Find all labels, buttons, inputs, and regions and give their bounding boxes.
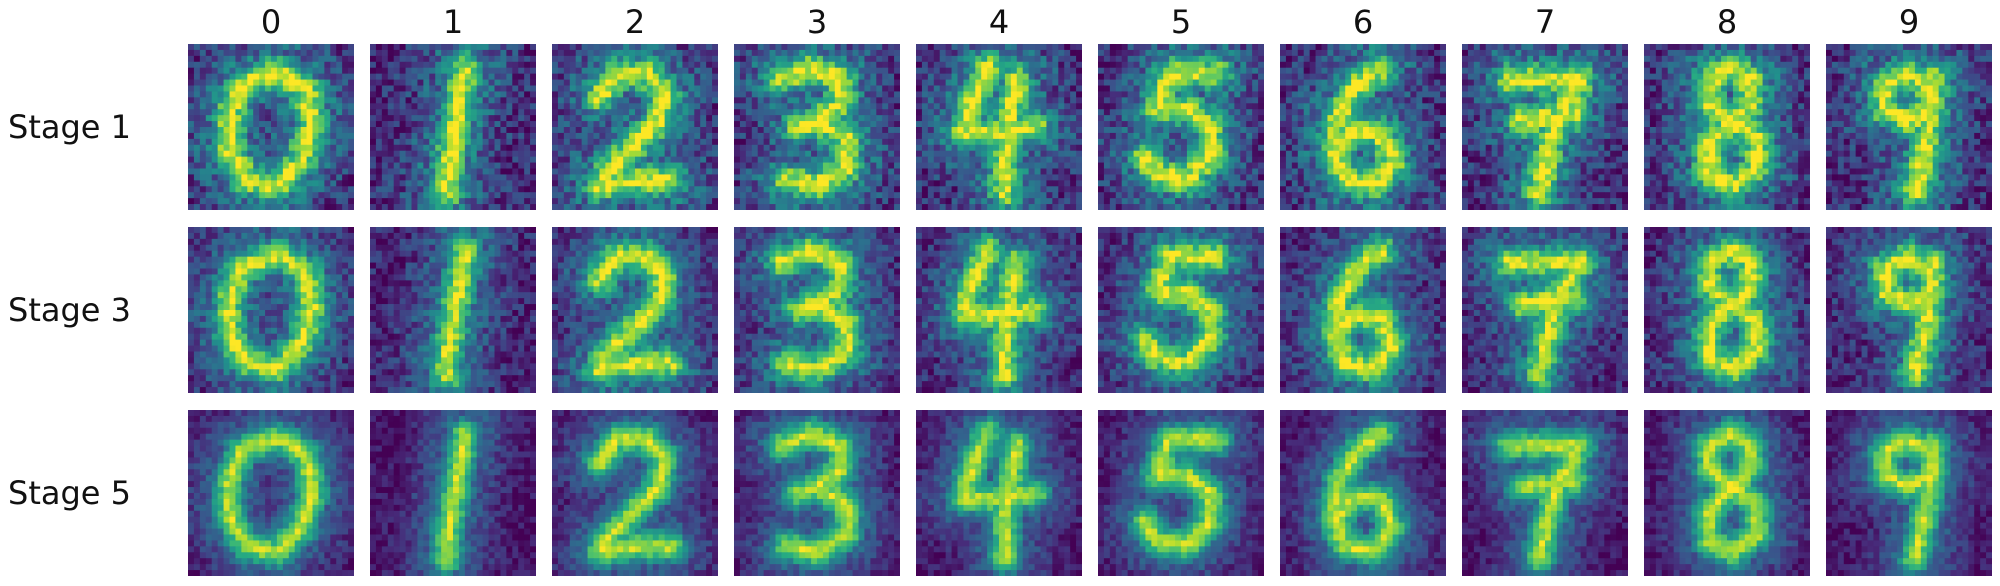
digit-image-stage-3-digit-8 <box>1644 227 1810 393</box>
digit-image-stage-1-digit-9 <box>1826 44 1992 210</box>
digit-image-stage-5-digit-0 <box>188 410 354 576</box>
digit-heatmap-8 <box>1644 410 1810 576</box>
digit-heatmap-2 <box>552 410 718 576</box>
digit-heatmap-3 <box>734 227 900 393</box>
row-label-stage-5: Stage 5 <box>8 471 178 515</box>
digit-image-stage-3-digit-7 <box>1462 227 1628 393</box>
column-label-5: 5 <box>1098 2 1264 42</box>
digit-heatmap-2 <box>552 44 718 210</box>
digit-heatmap-0 <box>188 44 354 210</box>
digit-image-stage-3-digit-3 <box>734 227 900 393</box>
digit-image-stage-3-digit-9 <box>1826 227 1992 393</box>
digit-image-stage-5-digit-3 <box>734 410 900 576</box>
digit-heatmap-0 <box>188 227 354 393</box>
digit-heatmap-9 <box>1826 227 1992 393</box>
digit-heatmap-5 <box>1098 227 1264 393</box>
digit-heatmap-8 <box>1644 44 1810 210</box>
digit-heatmap-0 <box>188 410 354 576</box>
digit-heatmap-1 <box>370 410 536 576</box>
digit-image-stage-3-digit-2 <box>552 227 718 393</box>
digit-heatmap-4 <box>916 410 1082 576</box>
digit-image-stage-5-digit-5 <box>1098 410 1264 576</box>
digit-heatmap-9 <box>1826 410 1992 576</box>
column-label-9: 9 <box>1826 2 1992 42</box>
digit-heatmap-8 <box>1644 227 1810 393</box>
digit-image-stage-1-digit-5 <box>1098 44 1264 210</box>
digit-heatmap-5 <box>1098 410 1264 576</box>
digit-image-stage-3-digit-6 <box>1280 227 1446 393</box>
digit-image-stage-3-digit-5 <box>1098 227 1264 393</box>
row-label-stage-3: Stage 3 <box>8 288 178 332</box>
column-label-6: 6 <box>1280 2 1446 42</box>
digit-heatmap-4 <box>916 44 1082 210</box>
digit-image-stage-3-digit-0 <box>188 227 354 393</box>
column-label-7: 7 <box>1462 2 1628 42</box>
digit-heatmap-7 <box>1462 227 1628 393</box>
digit-image-stage-1-digit-6 <box>1280 44 1446 210</box>
column-label-1: 1 <box>370 2 536 42</box>
digit-heatmap-6 <box>1280 227 1446 393</box>
digit-image-stage-5-digit-8 <box>1644 410 1810 576</box>
digit-heatmap-7 <box>1462 410 1628 576</box>
digit-image-stage-3-digit-1 <box>370 227 536 393</box>
digit-image-stage-1-digit-7 <box>1462 44 1628 210</box>
digit-heatmap-6 <box>1280 410 1446 576</box>
digit-image-stage-1-digit-1 <box>370 44 536 210</box>
digit-image-stage-1-digit-3 <box>734 44 900 210</box>
digit-image-stage-5-digit-6 <box>1280 410 1446 576</box>
digit-image-stage-5-digit-4 <box>916 410 1082 576</box>
column-label-2: 2 <box>552 2 718 42</box>
digit-image-stage-5-digit-9 <box>1826 410 1992 576</box>
column-label-4: 4 <box>916 2 1082 42</box>
digit-heatmap-1 <box>370 44 536 210</box>
row-label-stage-1: Stage 1 <box>8 105 178 149</box>
digit-heatmap-6 <box>1280 44 1446 210</box>
digit-image-stage-5-digit-2 <box>552 410 718 576</box>
digit-image-stage-1-digit-8 <box>1644 44 1810 210</box>
digit-heatmap-7 <box>1462 44 1628 210</box>
digit-image-stage-3-digit-4 <box>916 227 1082 393</box>
digit-heatmap-3 <box>734 44 900 210</box>
digit-heatmap-5 <box>1098 44 1264 210</box>
digit-image-stage-1-digit-4 <box>916 44 1082 210</box>
digit-heatmap-9 <box>1826 44 1992 210</box>
digit-image-stage-1-digit-2 <box>552 44 718 210</box>
digit-heatmap-1 <box>370 227 536 393</box>
digit-image-stage-1-digit-0 <box>188 44 354 210</box>
column-label-8: 8 <box>1644 2 1810 42</box>
digit-image-stage-5-digit-1 <box>370 410 536 576</box>
digit-image-stage-5-digit-7 <box>1462 410 1628 576</box>
digit-heatmap-2 <box>552 227 718 393</box>
column-label-0: 0 <box>188 2 354 42</box>
digit-heatmap-3 <box>734 410 900 576</box>
column-label-3: 3 <box>734 2 900 42</box>
digit-heatmap-4 <box>916 227 1082 393</box>
